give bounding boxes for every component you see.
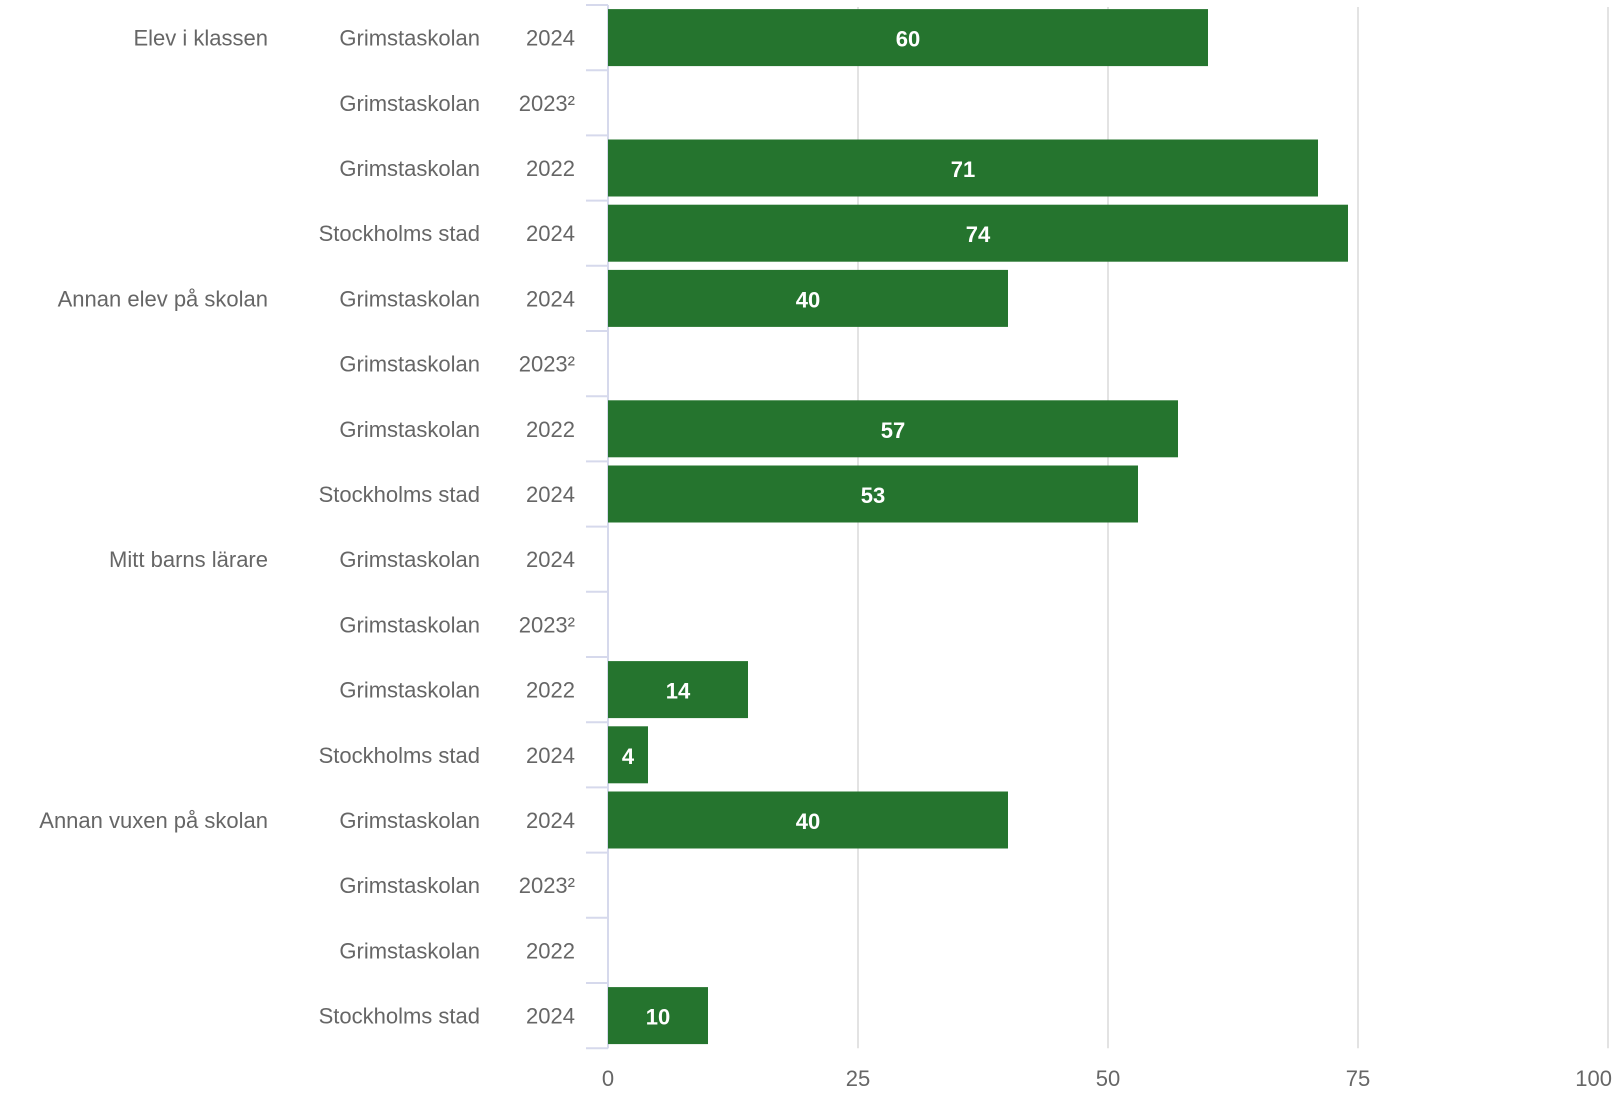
- source-label: Grimstaskolan: [339, 352, 480, 377]
- source-label: Grimstaskolan: [339, 678, 480, 703]
- bar: [608, 726, 648, 784]
- year-label: 2024: [526, 26, 575, 51]
- data-label: 74: [966, 222, 991, 247]
- source-label: Stockholms stad: [319, 482, 480, 507]
- category-label: Elev i klassen: [133, 26, 268, 51]
- source-label: Grimstaskolan: [339, 286, 480, 311]
- x-tick-label: 50: [1096, 1066, 1120, 1091]
- year-label: 2022: [526, 938, 575, 963]
- source-label: Grimstaskolan: [339, 612, 480, 637]
- source-label: Grimstaskolan: [339, 91, 480, 116]
- year-label: 2023²: [519, 612, 575, 637]
- x-tick-label: 25: [846, 1066, 870, 1091]
- bar: [608, 661, 748, 719]
- year-label: 2024: [526, 808, 575, 833]
- year-label: 2023²: [519, 352, 575, 377]
- source-label: Grimstaskolan: [339, 547, 480, 572]
- bar-layer: [608, 9, 1348, 1045]
- bar: [608, 987, 708, 1045]
- x-tick-label: 0: [602, 1066, 614, 1091]
- category-label: Annan elev på skolan: [58, 286, 268, 311]
- data-label: 10: [646, 1005, 670, 1030]
- year-label: 2022: [526, 417, 575, 442]
- x-tick-label: 75: [1346, 1066, 1370, 1091]
- year-label: 2024: [526, 482, 575, 507]
- source-label: Grimstaskolan: [339, 873, 480, 898]
- category-label: Mitt barns lärare: [109, 547, 268, 572]
- label-layer: 0 25 50 75 100 Elev i klassen Grimstaskolan 202…: [39, 26, 1612, 1092]
- source-label: Stockholms stad: [319, 221, 480, 246]
- bar: [608, 269, 1008, 327]
- data-label: 14: [666, 679, 691, 704]
- x-tick-label: 100: [1575, 1066, 1612, 1091]
- bar: [608, 204, 1348, 262]
- source-label: Grimstaskolan: [339, 156, 480, 181]
- data-label: 57: [881, 418, 905, 443]
- bar: [608, 9, 1208, 67]
- year-label: 2024: [526, 286, 575, 311]
- data-label: 53: [861, 483, 885, 508]
- category-label: Annan vuxen på skolan: [39, 808, 268, 833]
- year-label: 2022: [526, 156, 575, 181]
- year-label: 2023²: [519, 91, 575, 116]
- bar: [608, 139, 1318, 197]
- data-label: 60: [896, 27, 920, 52]
- bar: [608, 400, 1178, 458]
- data-label: 40: [796, 287, 820, 312]
- year-label: 2024: [526, 547, 575, 572]
- data-label: 71: [951, 157, 975, 182]
- year-label: 2022: [526, 678, 575, 703]
- source-label: Stockholms stad: [319, 743, 480, 768]
- source-label: Stockholms stad: [319, 1004, 480, 1029]
- source-label: Grimstaskolan: [339, 26, 480, 51]
- bar: [608, 465, 1138, 523]
- year-label: 2024: [526, 743, 575, 768]
- source-label: Grimstaskolan: [339, 808, 480, 833]
- data-label: 4: [622, 744, 635, 769]
- bar: [608, 791, 1008, 849]
- year-label: 2023²: [519, 873, 575, 898]
- source-label: Grimstaskolan: [339, 938, 480, 963]
- year-label: 2024: [526, 1004, 575, 1029]
- year-label: 2024: [526, 221, 575, 246]
- source-label: Grimstaskolan: [339, 417, 480, 442]
- data-label: 40: [796, 809, 820, 834]
